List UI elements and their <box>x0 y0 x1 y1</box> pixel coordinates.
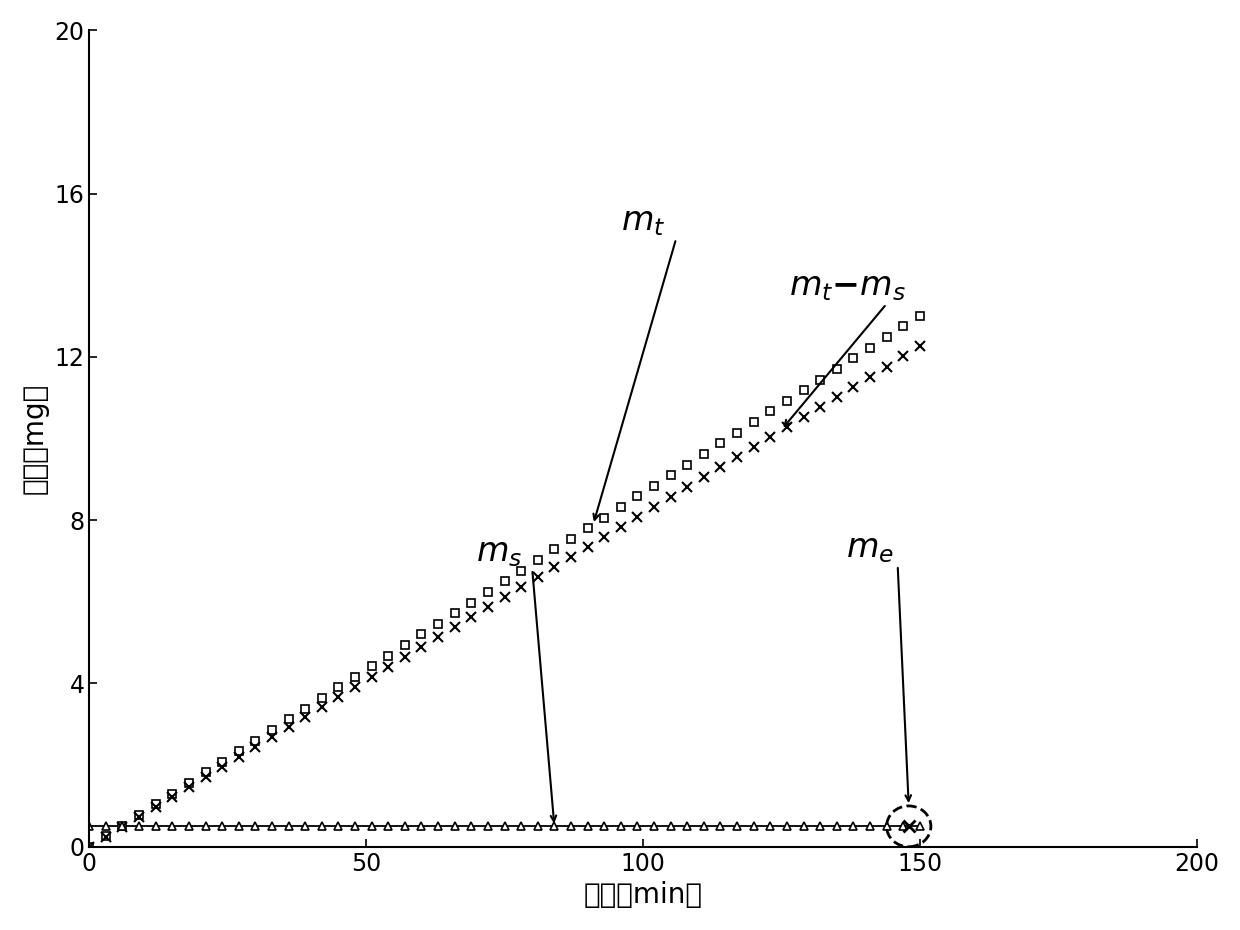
X-axis label: 时间（min）: 时间（min） <box>584 881 702 910</box>
Text: $\mathbf{\mathit{m}}_\mathbf{\mathit{s}}$: $\mathbf{\mathit{m}}_\mathbf{\mathit{s}}… <box>476 536 522 569</box>
Text: $\mathbf{\mathit{m}}_\mathbf{\mathit{t}}$$\mathbf{-}$$\mathbf{\mathit{m}}_\mathb: $\mathbf{\mathit{m}}_\mathbf{\mathit{t}}… <box>789 271 906 303</box>
Text: $\mathbf{\mathit{m}}_\mathbf{\mathit{e}}$: $\mathbf{\mathit{m}}_\mathbf{\mathit{e}}… <box>846 532 894 565</box>
Text: $\mathbf{\mathit{m}}_\mathbf{\mathit{t}}$: $\mathbf{\mathit{m}}_\mathbf{\mathit{t}}… <box>620 205 666 238</box>
Y-axis label: 质量（mg）: 质量（mg） <box>21 383 48 494</box>
